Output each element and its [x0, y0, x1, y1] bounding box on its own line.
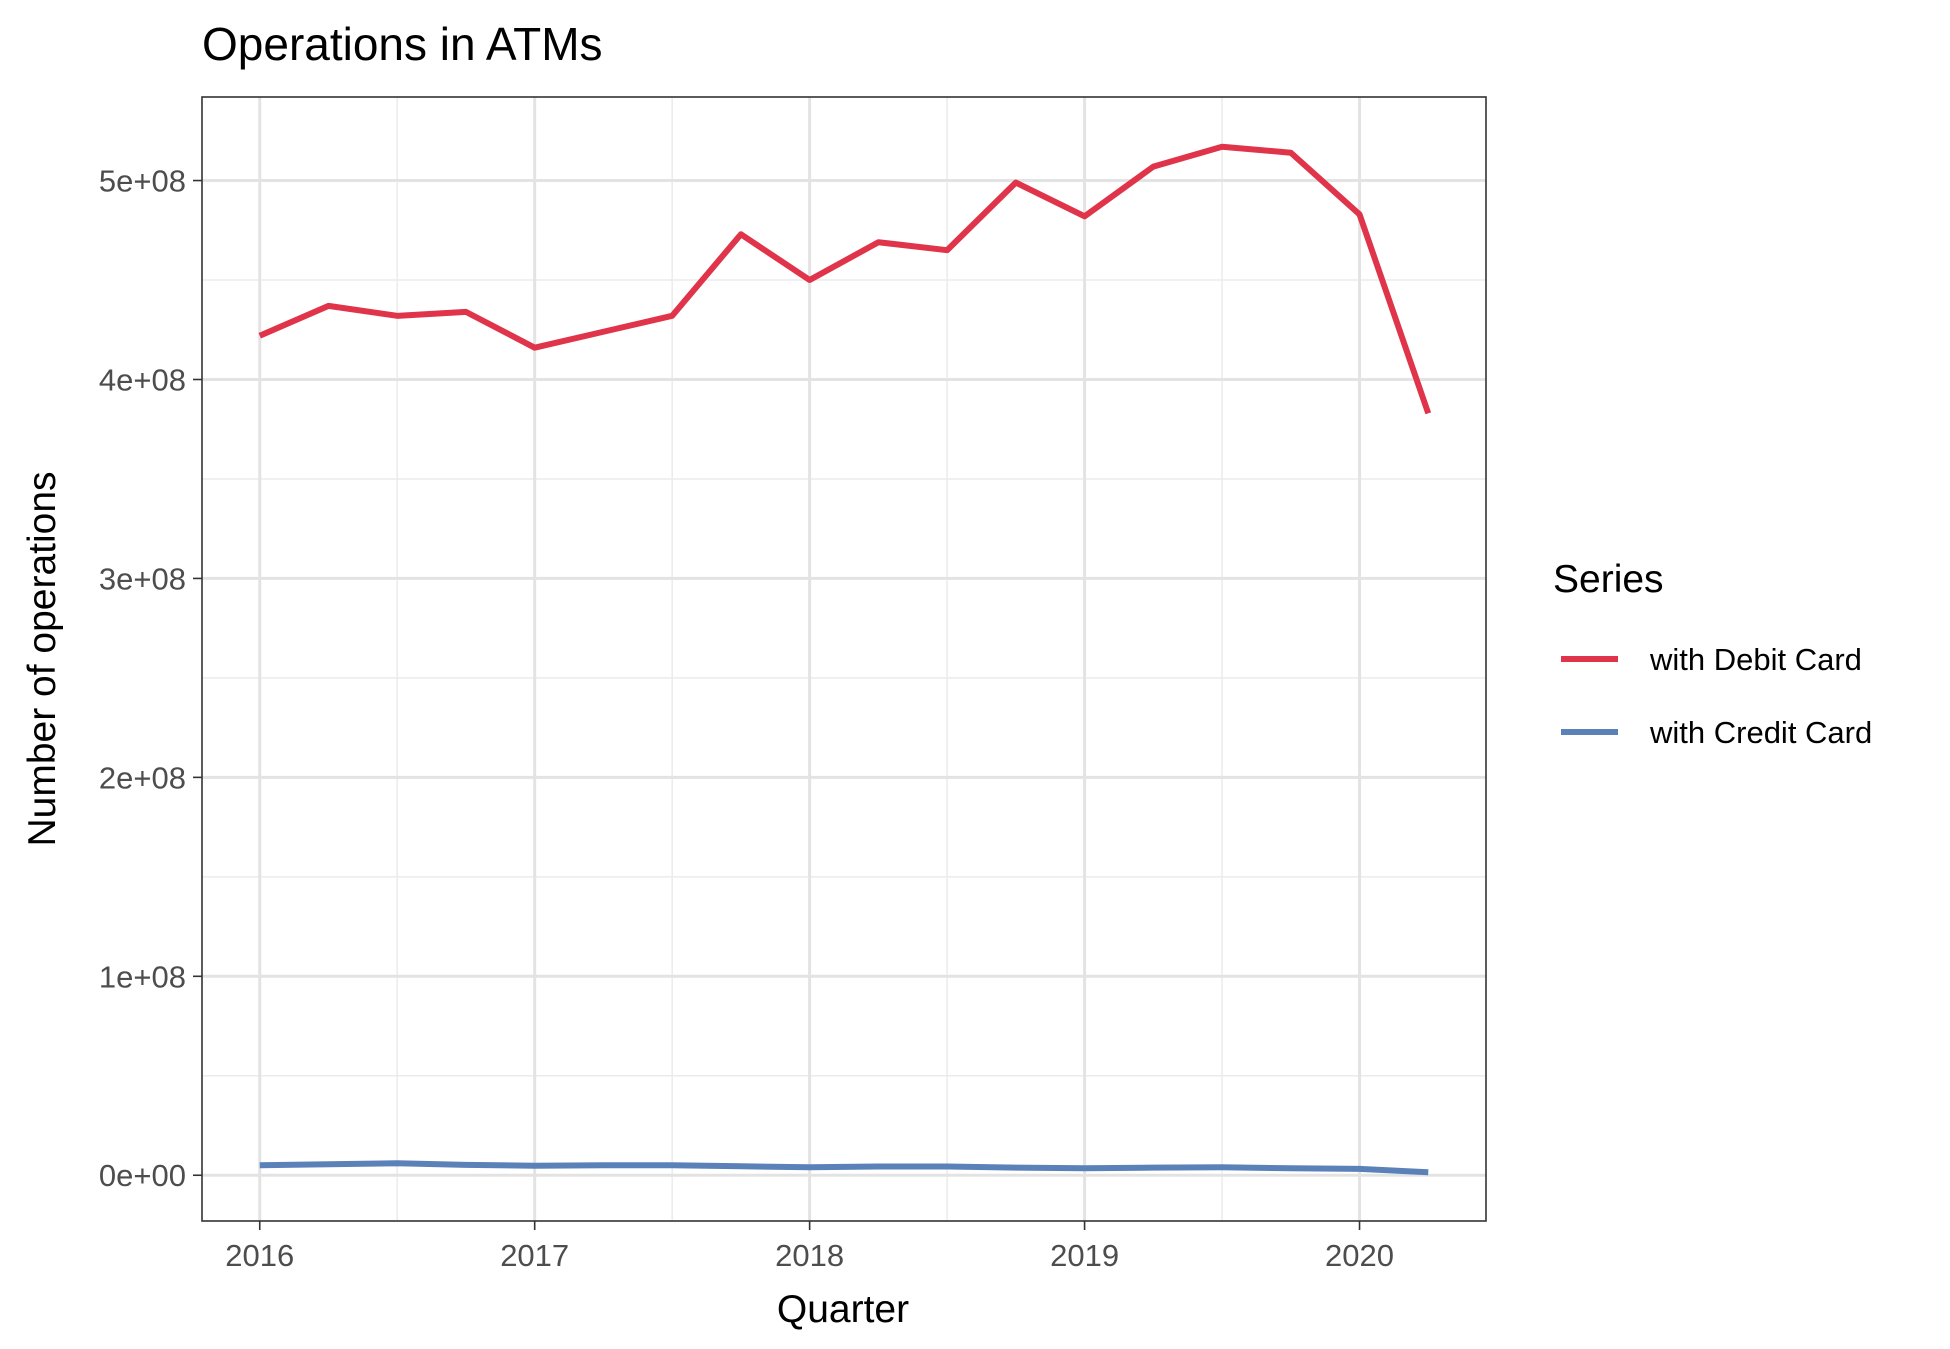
x-tick-label: 2017 — [500, 1238, 569, 1273]
series-line-credit-card — [259, 1160, 1429, 1176]
chart-title: Operations in ATMs — [202, 18, 603, 70]
x-tick-label: 2016 — [225, 1238, 294, 1273]
plot-area — [201, 96, 1487, 1222]
series-line-debit-card — [258, 143, 1432, 415]
legend-items: with Debit Card with Credit Card — [1561, 642, 1872, 750]
y-tick-label: 3e+08 — [99, 561, 186, 596]
legend-label-credit-card: with Credit Card — [1649, 715, 1872, 750]
y-tick-label: 5e+08 — [99, 164, 186, 199]
y-tick-label: 0e+00 — [99, 1158, 186, 1193]
minor-gridlines — [202, 97, 1486, 1221]
series-lines — [258, 143, 1432, 1176]
x-tick-label: 2018 — [775, 1238, 844, 1273]
y-tick-label: 1e+08 — [99, 959, 186, 994]
legend-label-debit-card: with Debit Card — [1649, 642, 1862, 677]
x-tick-label: 2019 — [1050, 1238, 1119, 1273]
y-tick-label: 4e+08 — [99, 362, 186, 397]
plot-border — [201, 96, 1487, 1222]
y-tick-label: 2e+08 — [99, 760, 186, 795]
major-gridlines — [202, 97, 1486, 1221]
x-axis: 2016 2017 2018 2019 2020 — [225, 1221, 1394, 1273]
y-axis-title: Number of operations — [21, 471, 64, 846]
legend-title: Series — [1553, 558, 1664, 601]
legend: Series with Debit Card with Credit Card — [1553, 558, 1872, 750]
x-tick-label: 2020 — [1325, 1238, 1394, 1273]
x-axis-title: Quarter — [777, 1288, 909, 1331]
plot-background — [202, 97, 1486, 1221]
y-axis: 0e+00 1e+08 2e+08 3e+08 4e+08 5e+08 — [99, 164, 202, 1193]
